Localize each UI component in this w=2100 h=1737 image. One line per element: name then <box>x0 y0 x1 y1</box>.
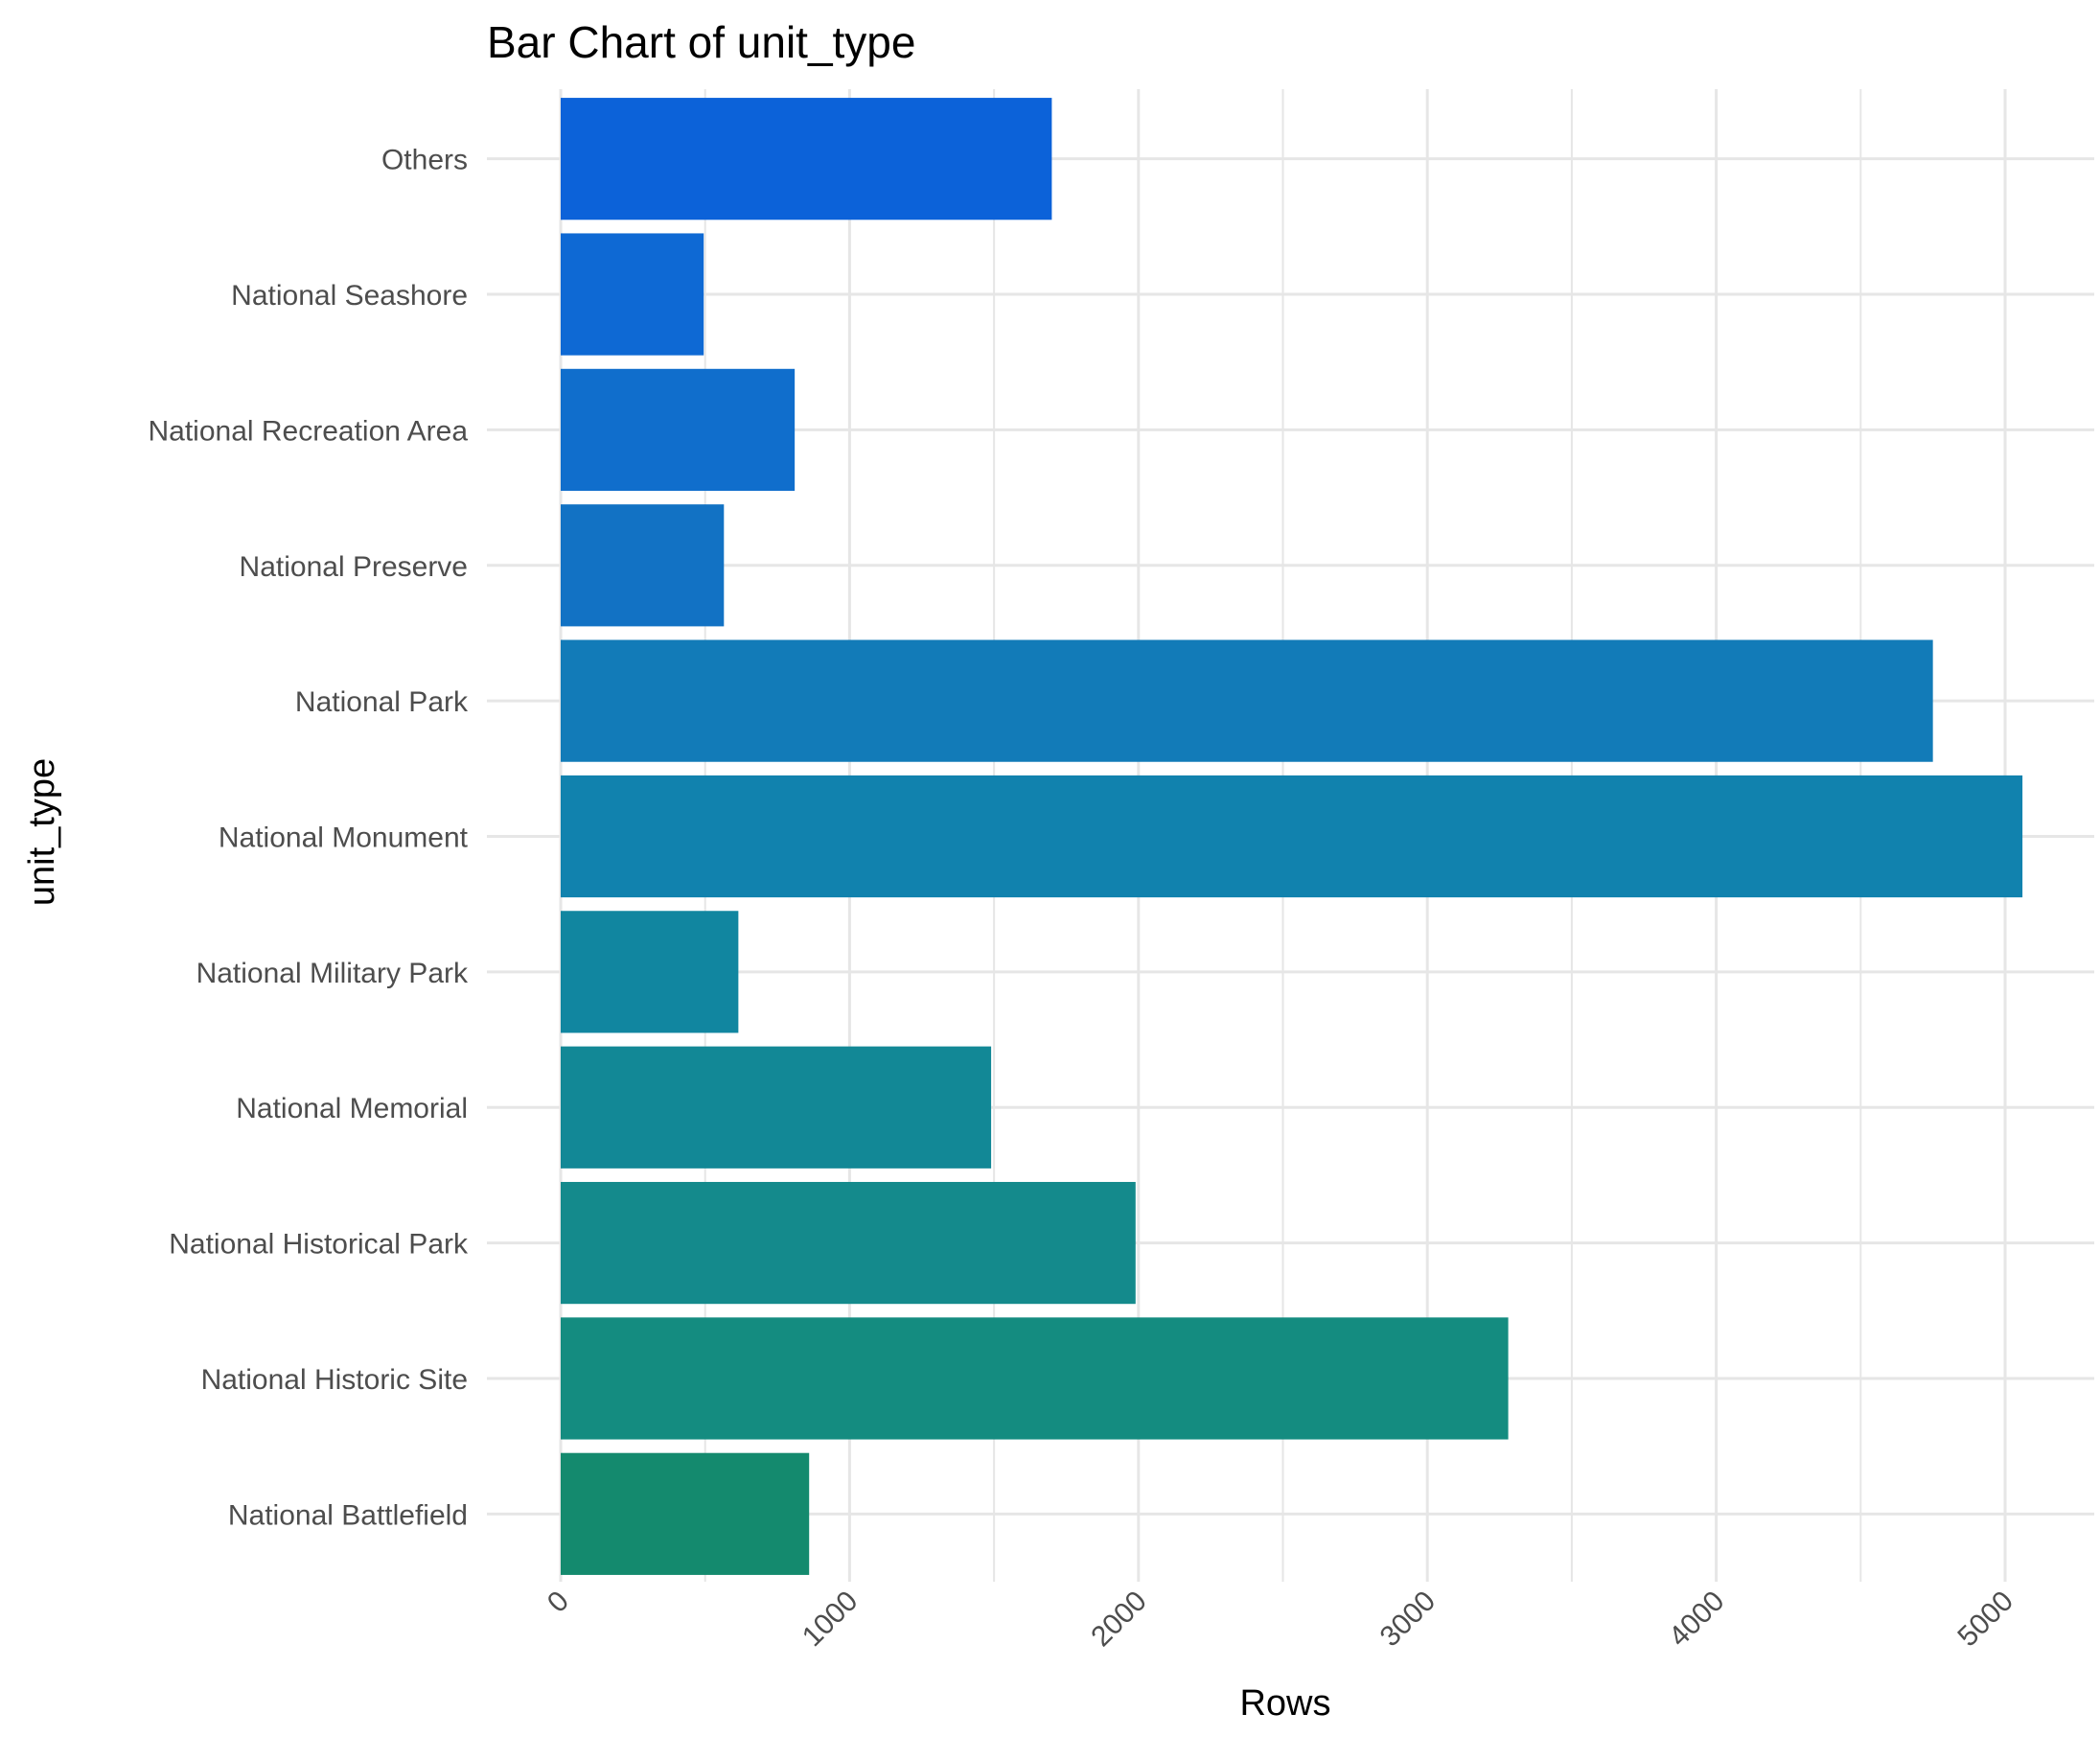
category-tick-label: National Monument <box>219 822 469 854</box>
value-tick-label: 1000 <box>796 1586 865 1654</box>
bar <box>561 504 725 627</box>
y-axis-title: unit_type <box>22 758 62 906</box>
category-tick-label: National Military Park <box>196 958 469 989</box>
bar <box>561 1046 992 1169</box>
value-tick-label: 4000 <box>1663 1586 1731 1654</box>
category-tick-label: National Preserve <box>240 551 468 583</box>
category-tick-label: Others <box>381 145 468 176</box>
category-tick-label: National Battlefield <box>228 1499 468 1531</box>
bar <box>561 368 796 492</box>
bar <box>561 1452 810 1575</box>
category-tick-label: National Seashore <box>231 280 468 312</box>
bars <box>561 98 2023 1575</box>
value-tick-label: 0 <box>542 1586 575 1619</box>
category-tick-label: National Historic Site <box>201 1364 468 1396</box>
chart-title: Bar Chart of unit_type <box>487 17 915 67</box>
bar <box>561 775 2023 898</box>
value-tick-label: 3000 <box>1374 1586 1442 1654</box>
category-tick-label: National Recreation Area <box>148 415 468 447</box>
bar <box>561 1317 1509 1440</box>
bar <box>561 233 704 356</box>
category-tick-label: National Memorial <box>236 1093 468 1124</box>
bar <box>561 911 739 1033</box>
category-tick-label: National Park <box>295 686 469 718</box>
value-tick-label: 2000 <box>1085 1586 1153 1654</box>
x-axis-title: Rows <box>1239 1683 1330 1724</box>
value-tick-labels: 0 1000 2000 3000 4000 5000 <box>542 1586 2019 1654</box>
bar <box>561 639 1933 762</box>
category-tick-label: National Historical Park <box>169 1229 469 1261</box>
bar <box>561 98 1052 220</box>
value-tick-label: 5000 <box>1951 1586 2019 1654</box>
category-tick-labels: National Battlefield National Historic Si… <box>148 145 469 1532</box>
bar <box>561 1181 1136 1305</box>
